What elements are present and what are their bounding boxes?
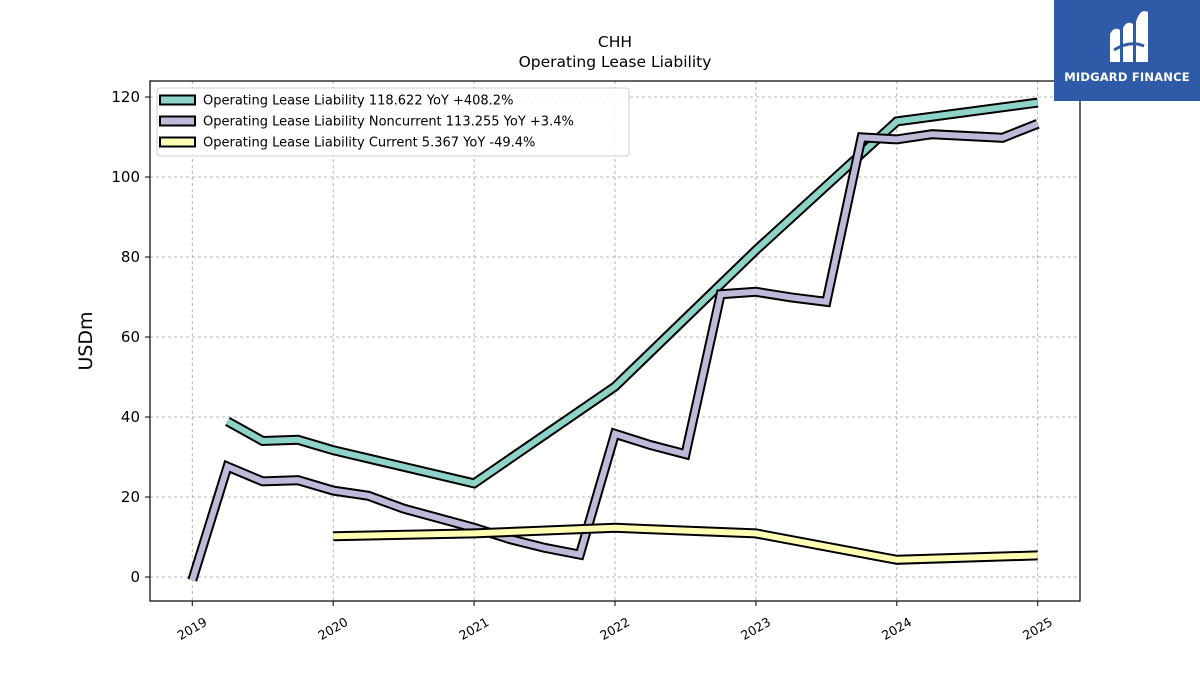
y-tick-label: 60 (121, 328, 140, 346)
chart-subtitle: Operating Lease Liability (519, 53, 712, 71)
midgard-logo-icon (1110, 11, 1148, 63)
y-tick-label: 40 (121, 408, 140, 426)
x-tick-label: 2021 (456, 614, 491, 643)
x-tick-label: 2022 (597, 614, 632, 643)
series-layer (187, 97, 1040, 582)
legend-swatch (159, 94, 196, 106)
legend-entry: Operating Lease Liability 118.622 YoY +4… (203, 94, 513, 109)
x-tick-label: 2025 (1020, 614, 1055, 643)
legend-entry: Operating Lease Liability Current 5.367 … (203, 136, 535, 151)
x-tick-label: 2020 (315, 614, 350, 643)
x-tick-label: 2019 (174, 614, 209, 643)
y-tick-label: 100 (111, 168, 140, 186)
series-line (226, 99, 1039, 487)
legend-entry: Operating Lease Liability Noncurrent 113… (203, 115, 574, 130)
y-tick-label: 0 (130, 568, 140, 586)
legend-box (156, 87, 630, 157)
series-line (189, 121, 1039, 582)
brand-name: MIDGARD FINANCE (1064, 70, 1190, 84)
y-axis-label: USDm (75, 311, 97, 370)
x-tick-label: 2024 (879, 614, 914, 643)
legend: Operating Lease Liability 118.622 YoY +4… (156, 87, 630, 157)
y-tick-label: 80 (121, 248, 140, 266)
y-tick-label: 20 (121, 488, 140, 506)
chart-title: CHH (598, 33, 632, 51)
series-line-outline (225, 97, 1039, 489)
x-tick-label: 2023 (738, 614, 773, 643)
brand-logo: MIDGARD FINANCE (1054, 0, 1200, 101)
legend-swatch (159, 136, 196, 148)
y-tick-label: 120 (111, 88, 140, 106)
series-line (333, 524, 1038, 563)
legend-swatch (159, 115, 196, 127)
